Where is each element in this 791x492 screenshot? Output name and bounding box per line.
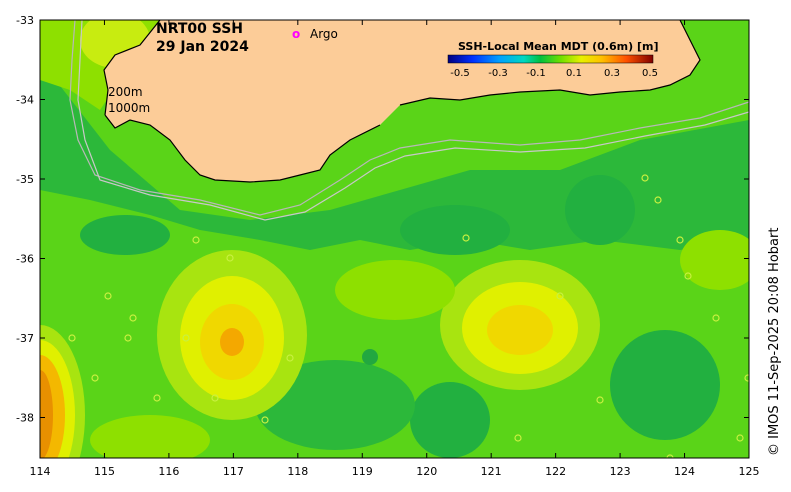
contour-200m	[69, 20, 749, 216]
x-tick-label: 119	[352, 465, 373, 478]
colorbar-title: SSH-Local Mean MDT (0.6m) [m]	[458, 40, 658, 53]
x-axis-ticks: 114 115 116 117 118 119 120 121 122 123 124 125	[30, 20, 760, 478]
y-tick-label: -34	[16, 94, 34, 107]
x-tick-label: 115	[94, 465, 115, 478]
colorbar-tick-label: -0.5	[450, 68, 470, 79]
credit-text: © IMOS 11-Sep-2025 20:08 Hobart	[767, 227, 782, 456]
y-axis-ticks: -33 -34 -35 -36 -37 -38	[16, 14, 749, 425]
y-tick-label: -37	[16, 332, 34, 345]
x-tick-label: 116	[158, 465, 179, 478]
colorbar-tick-label: 0.5	[642, 68, 658, 79]
contour-label-200: 200m	[108, 85, 143, 99]
x-tick-label: 124	[674, 465, 695, 478]
colorbar	[447, 54, 654, 64]
argo-marker: o	[292, 27, 300, 41]
x-tick-label: 114	[30, 465, 51, 478]
float-markers	[68, 174, 749, 458]
x-tick-label: 120	[416, 465, 437, 478]
plot-frame	[39, 19, 750, 459]
trough-central	[400, 205, 510, 255]
x-tick-label: 117	[223, 465, 244, 478]
colorbar-tick-label: 0.3	[604, 68, 620, 79]
trough-south-west	[255, 360, 415, 450]
x-tick-label: 123	[610, 465, 631, 478]
trough-west	[80, 215, 170, 255]
title-line2: 29 Jan 2024	[156, 39, 249, 55]
y-tick-label: -33	[16, 14, 34, 27]
title-line1: NRT00 SSH	[156, 21, 243, 37]
y-tick-label: -38	[16, 412, 34, 425]
ssh-field	[40, 20, 749, 458]
y-tick-label: -36	[16, 253, 34, 266]
trough-southeast	[610, 330, 720, 440]
colorbar-tick-label: -0.1	[526, 68, 546, 79]
contour-1000m	[77, 20, 749, 221]
colorbar-ticks: -0.5 -0.3 -0.1 0.1 0.3 0.5	[450, 68, 658, 79]
colorbar-tick-label: -0.3	[488, 68, 508, 79]
y-tick-label: -35	[16, 173, 34, 186]
x-tick-label: 121	[481, 465, 502, 478]
contour-label-1000: 1000m	[108, 101, 150, 115]
x-tick-label: 125	[739, 465, 760, 478]
trough-south	[410, 382, 490, 458]
x-tick-label: 118	[287, 465, 308, 478]
x-tick-label: 122	[545, 465, 566, 478]
colorbar-tick-label: 0.1	[566, 68, 582, 79]
argo-label: Argo	[310, 27, 338, 41]
trough-east	[565, 175, 635, 245]
